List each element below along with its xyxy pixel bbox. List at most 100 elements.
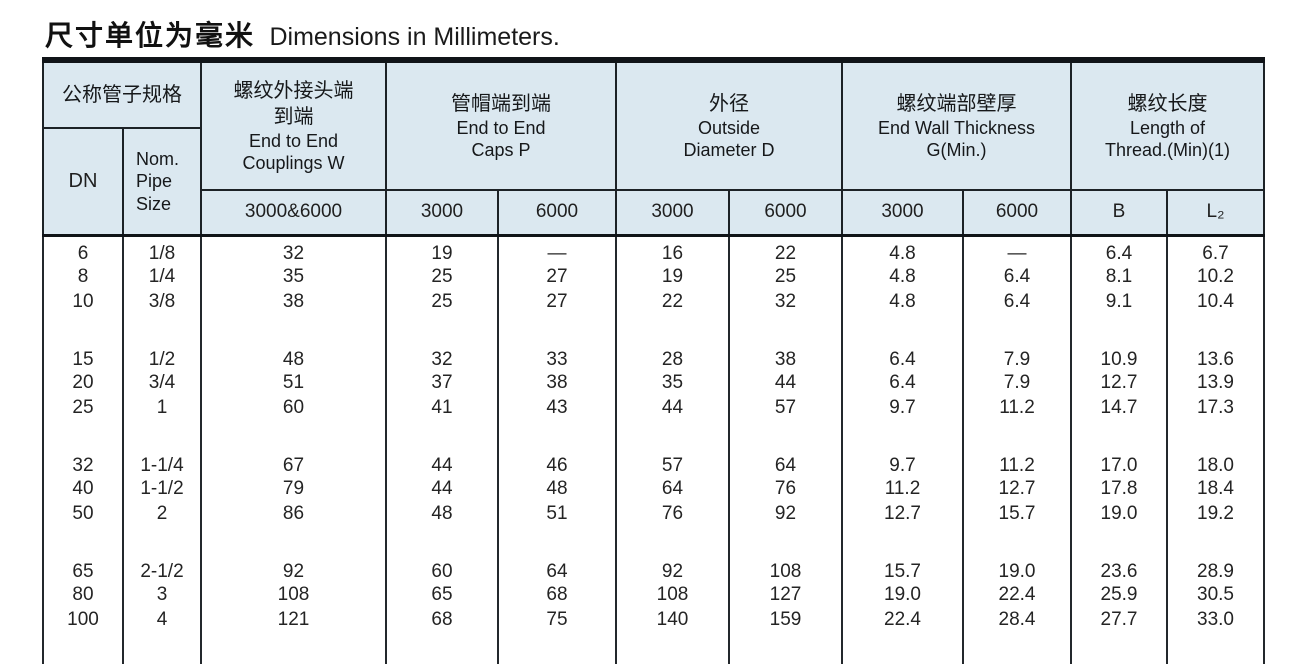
table-body: 6 1/8 32 19—16 22 4.8—6.4 6.7 8 1/4 35 25 27 19 25 4.8…	[42, 235, 1265, 664]
cell-couplings_w: 92	[200, 554, 387, 583]
spacer-cell	[1166, 314, 1265, 343]
cell-wall_3000: 6.4	[841, 370, 964, 396]
spacer-cell	[385, 526, 499, 555]
cell-wall_3000: 6.4	[841, 342, 964, 371]
page-title-english: Dimensions in Millimeters.	[269, 23, 560, 51]
cell-od_3000: 140	[615, 607, 730, 633]
spacer-cell	[122, 314, 202, 343]
cell-thread_b: 10.9	[1070, 342, 1168, 371]
spacer-cell	[841, 632, 964, 664]
cell-thread_l2: 18.0	[1166, 448, 1265, 477]
cell-caps_3000: 19	[385, 235, 499, 265]
header-wall-en: End Wall Thickness G(Min.)	[877, 117, 1036, 161]
cell-od_6000: 76	[728, 476, 843, 502]
header-thread-l2: L₂	[1166, 189, 1265, 237]
cell-thread_l2: 33.0	[1166, 607, 1265, 633]
cell-thread_l2: 13.9	[1166, 370, 1265, 396]
cell-thread_l2: 18.4	[1166, 476, 1265, 502]
cell-od_6000: 64	[728, 448, 843, 477]
cell-caps_3000: 44	[385, 448, 499, 477]
header-caps-group: 管帽端到端 End to End Caps P	[385, 59, 617, 191]
cell-caps_6000: 27	[497, 264, 617, 290]
cell-od_3000: 108	[615, 582, 730, 608]
spacer-cell	[122, 526, 202, 555]
cell-dn: 6	[42, 235, 124, 265]
table-row: 25 1 60 41 43 44 57 9.7 11.2 14.7 17.3	[42, 395, 1265, 421]
cell-od_6000: 92	[728, 501, 843, 527]
table-row: 32 1-1/4 67 44 46 57 64 9.7 11.2 17.0 18.0	[42, 448, 1265, 477]
cell-caps_6000: 64	[497, 554, 617, 583]
header-pipe-size-label: Nom. Pipe Size	[136, 148, 180, 214]
page-title: 尺寸单位为毫米 Dimensions in Millimeters.	[0, 0, 1293, 57]
spacer-cell	[615, 314, 730, 343]
cell-couplings_w: 35	[200, 264, 387, 290]
cell-wall_3000: 12.7	[841, 501, 964, 527]
spacer-cell	[841, 526, 964, 555]
dimensions-table: 公称管子规格 螺纹外接头端到端 End to End Couplings W 管…	[42, 57, 1265, 664]
cell-caps_3000: 44	[385, 476, 499, 502]
spacer-cell	[385, 420, 499, 449]
spacer-cell	[200, 314, 387, 343]
cell-caps_3000: 32	[385, 342, 499, 371]
header-thread-group: 螺纹长度 Length of Thread.(Min)(1)	[1070, 59, 1265, 191]
header-pipe-size: Nom. Pipe Size	[122, 127, 202, 237]
cell-wall_3000: 9.7	[841, 448, 964, 477]
cell-caps_6000: 48	[497, 476, 617, 502]
spacer-cell	[1070, 314, 1168, 343]
cell-wall_3000: 15.7	[841, 554, 964, 583]
cell-od_3000: 35	[615, 370, 730, 396]
cell-wall_3000: 9.7	[841, 395, 964, 421]
cell-wall_6000: 12.7	[962, 476, 1072, 502]
cell-od_3000: 16	[615, 235, 730, 265]
spacer-cell	[728, 420, 843, 449]
header-thread-zh: 螺纹长度	[1127, 92, 1208, 115]
cell-nom_pipe_size: 1/2	[122, 342, 202, 371]
cell-od_3000: 92	[615, 554, 730, 583]
header-wall-6000: 6000	[962, 189, 1072, 237]
cell-nom_pipe_size: 2-1/2	[122, 554, 202, 583]
cell-couplings_w: 108	[200, 582, 387, 608]
cell-od_3000: 22	[615, 289, 730, 315]
cell-wall_6000: 6.4	[962, 264, 1072, 290]
cell-thread_b: 23.6	[1070, 554, 1168, 583]
cell-wall_6000: 15.7	[962, 501, 1072, 527]
spacer-cell	[728, 526, 843, 555]
cell-thread_l2: 19.2	[1166, 501, 1265, 527]
spacer-cell	[1166, 632, 1265, 664]
page-title-chinese: 尺寸单位为毫米	[45, 20, 256, 51]
cell-nom_pipe_size: 1-1/2	[122, 476, 202, 502]
cell-nom_pipe_size: 1	[122, 395, 202, 421]
spacer-cell	[841, 314, 964, 343]
spacer-cell	[841, 420, 964, 449]
spacer-cell	[385, 632, 499, 664]
cell-dn: 65	[42, 554, 124, 583]
cell-wall_3000: 4.8	[841, 289, 964, 315]
spacer-cell	[42, 420, 124, 449]
cell-dn: 80	[42, 582, 124, 608]
cell-od_3000: 28	[615, 342, 730, 371]
cell-dn: 50	[42, 501, 124, 527]
cell-od_6000: 159	[728, 607, 843, 633]
cell-nom_pipe_size: 1/4	[122, 264, 202, 290]
cell-couplings_w: 67	[200, 448, 387, 477]
table-row: 10 3/8 38 25 27 22 32 4.8 6.4 9.1 10.4	[42, 289, 1265, 315]
cell-dn: 25	[42, 395, 124, 421]
spacer-cell	[728, 632, 843, 664]
table-row: 6 1/8 32 19—16 22 4.8—6.4 6.7	[42, 235, 1265, 265]
cell-thread_b: 6.4	[1070, 235, 1168, 265]
cell-couplings_w: 86	[200, 501, 387, 527]
cell-caps_6000: 38	[497, 370, 617, 396]
header-nominal-group: 公称管子规格	[42, 59, 202, 129]
header-od-6000: 6000	[728, 189, 843, 237]
cell-caps_6000: 68	[497, 582, 617, 608]
spacer-row	[42, 632, 1265, 664]
cell-nom_pipe_size: 1-1/4	[122, 448, 202, 477]
cell-caps_6000: 43	[497, 395, 617, 421]
spacer-cell	[1070, 420, 1168, 449]
table-row: 15 1/2 48 32 33 28 38 6.4 7.9 10.9 13.6	[42, 342, 1265, 371]
cell-wall_6000: 7.9	[962, 342, 1072, 371]
cell-couplings_w: 51	[200, 370, 387, 396]
spacer-cell	[728, 314, 843, 343]
header-caps-6000: 6000	[497, 189, 617, 237]
